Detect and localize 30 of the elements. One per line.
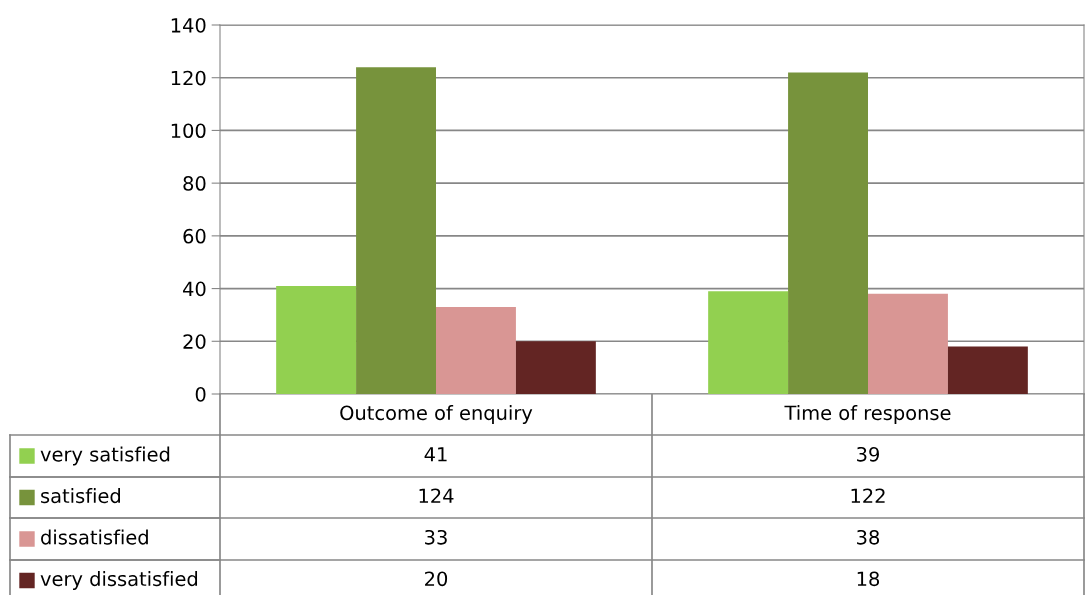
data-label: 39 xyxy=(857,446,879,462)
bar xyxy=(868,293,948,394)
x-tick-label: Outcome of enquiry xyxy=(340,405,533,424)
y-tick-label: 80 xyxy=(183,176,206,191)
x-tick-label: Time of response xyxy=(784,405,951,424)
y-tick-label: 140 xyxy=(171,17,206,33)
legend-label: very dissatisfied xyxy=(40,571,198,590)
data-label: 38 xyxy=(857,529,880,545)
y-tick-label: 20 xyxy=(183,334,206,349)
data-label: 33 xyxy=(425,529,447,545)
legend-label: satisfied xyxy=(41,488,120,504)
bar xyxy=(436,307,516,394)
legend-label: very satisfied xyxy=(40,446,170,466)
y-tick-label: 0 xyxy=(195,386,206,402)
y-tick-label: 40 xyxy=(183,281,206,297)
y-tick-label: 60 xyxy=(183,228,206,244)
data-label: 41 xyxy=(424,447,447,462)
y-tick-label: 120 xyxy=(171,70,206,86)
bar xyxy=(515,341,596,394)
bar xyxy=(947,346,1028,394)
bar xyxy=(276,285,357,394)
y-tick-label: 100 xyxy=(171,123,206,139)
data-label: 18 xyxy=(857,571,880,587)
bar xyxy=(708,291,789,394)
data-label: 20 xyxy=(425,571,448,587)
bar xyxy=(356,67,436,394)
data-label: 124 xyxy=(419,488,454,503)
legend-label: dissatisfied xyxy=(41,529,148,545)
data-label: 122 xyxy=(851,488,885,503)
bar xyxy=(788,72,868,394)
